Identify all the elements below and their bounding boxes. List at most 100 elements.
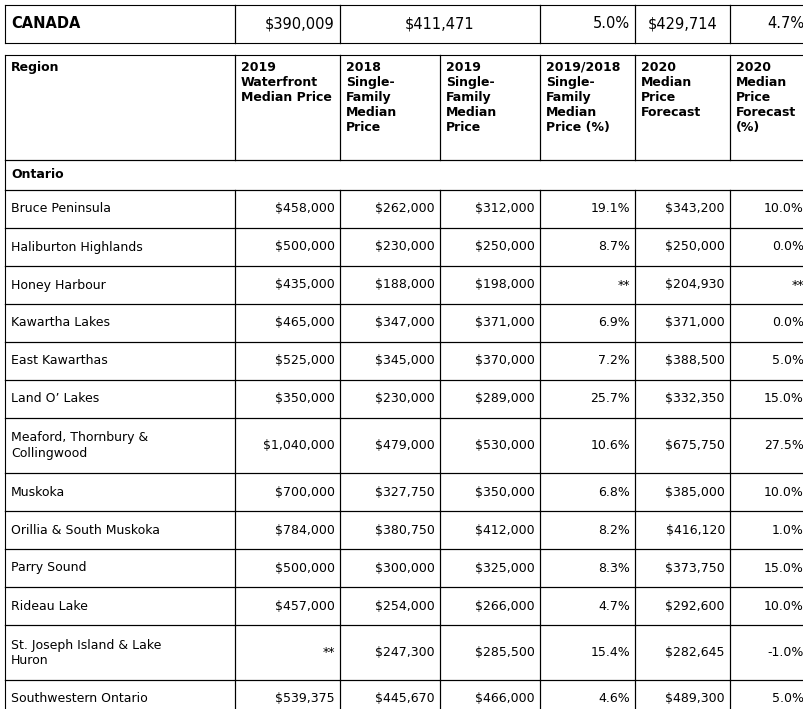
Text: 5.0%: 5.0% (771, 693, 803, 705)
Text: $385,000: $385,000 (664, 486, 724, 498)
Text: Bruce Peninsula: Bruce Peninsula (11, 203, 111, 216)
Text: $489,300: $489,300 (665, 693, 724, 705)
Text: $325,000: $325,000 (475, 562, 534, 574)
Text: 25.7%: 25.7% (589, 393, 630, 406)
Text: Ontario: Ontario (11, 169, 63, 182)
Text: **: ** (790, 279, 803, 291)
Text: 1.0%: 1.0% (771, 523, 803, 537)
Text: $350,000: $350,000 (275, 393, 335, 406)
Text: 5.0%: 5.0% (771, 354, 803, 367)
Text: $539,375: $539,375 (275, 693, 335, 705)
Text: $247,300: $247,300 (375, 646, 434, 659)
Text: **: ** (322, 646, 335, 659)
Text: Southwestern Ontario: Southwestern Ontario (11, 693, 148, 705)
Text: $373,750: $373,750 (664, 562, 724, 574)
Text: $300,000: $300,000 (375, 562, 434, 574)
Text: $370,000: $370,000 (475, 354, 534, 367)
Text: $429,714: $429,714 (647, 16, 716, 31)
Text: 10.0%: 10.0% (763, 203, 803, 216)
Text: $784,000: $784,000 (275, 523, 335, 537)
Text: $458,000: $458,000 (275, 203, 335, 216)
Text: Parry Sound: Parry Sound (11, 562, 87, 574)
Text: 2018
Single-
Family
Median
Price: 2018 Single- Family Median Price (345, 61, 397, 134)
Text: Orillia & South Muskoka: Orillia & South Muskoka (11, 523, 160, 537)
Text: CANADA: CANADA (11, 16, 80, 31)
Text: $411,471: $411,471 (405, 16, 475, 31)
Text: 8.2%: 8.2% (597, 523, 630, 537)
Text: $230,000: $230,000 (375, 240, 434, 254)
Text: $412,000: $412,000 (475, 523, 534, 537)
Text: $525,000: $525,000 (275, 354, 335, 367)
Text: $312,000: $312,000 (475, 203, 534, 216)
Text: Haliburton Highlands: Haliburton Highlands (11, 240, 143, 254)
Text: -1.0%: -1.0% (767, 646, 803, 659)
Text: Muskoka: Muskoka (11, 486, 65, 498)
Text: 2020
Median
Price
Forecast
(%): 2020 Median Price Forecast (%) (735, 61, 795, 134)
Text: 2019/2018
Single-
Family
Median
Price (%): 2019/2018 Single- Family Median Price (%… (545, 61, 620, 134)
Text: 8.3%: 8.3% (597, 562, 630, 574)
Text: $254,000: $254,000 (375, 600, 434, 613)
Text: 10.0%: 10.0% (763, 600, 803, 613)
Text: $700,000: $700,000 (275, 486, 335, 498)
Text: Rideau Lake: Rideau Lake (11, 600, 88, 613)
Text: Honey Harbour: Honey Harbour (11, 279, 106, 291)
Text: $345,000: $345,000 (375, 354, 434, 367)
Text: 10.6%: 10.6% (589, 439, 630, 452)
Text: $479,000: $479,000 (375, 439, 434, 452)
Text: $250,000: $250,000 (664, 240, 724, 254)
Text: $371,000: $371,000 (664, 316, 724, 330)
Text: 2019
Waterfront
Median Price: 2019 Waterfront Median Price (241, 61, 332, 104)
Text: 8.7%: 8.7% (597, 240, 630, 254)
Text: $204,930: $204,930 (665, 279, 724, 291)
Text: 6.9%: 6.9% (597, 316, 630, 330)
Text: 15.0%: 15.0% (763, 393, 803, 406)
Text: 2020
Median
Price
Forecast: 2020 Median Price Forecast (640, 61, 700, 119)
Text: 0.0%: 0.0% (771, 240, 803, 254)
Text: $380,750: $380,750 (375, 523, 434, 537)
Text: 4.7%: 4.7% (766, 16, 803, 31)
Text: 7.2%: 7.2% (597, 354, 630, 367)
Text: $350,000: $350,000 (475, 486, 534, 498)
Text: $285,500: $285,500 (475, 646, 534, 659)
Text: Land O’ Lakes: Land O’ Lakes (11, 393, 99, 406)
Text: $465,000: $465,000 (275, 316, 335, 330)
Text: $388,500: $388,500 (664, 354, 724, 367)
Text: Kawartha Lakes: Kawartha Lakes (11, 316, 110, 330)
Text: $675,750: $675,750 (664, 439, 724, 452)
Text: East Kawarthas: East Kawarthas (11, 354, 108, 367)
Text: 10.0%: 10.0% (763, 486, 803, 498)
Text: $332,350: $332,350 (665, 393, 724, 406)
Text: $347,000: $347,000 (375, 316, 434, 330)
Text: 27.5%: 27.5% (763, 439, 803, 452)
Text: $390,009: $390,009 (265, 16, 335, 31)
Text: 2019
Single-
Family
Median
Price: 2019 Single- Family Median Price (446, 61, 496, 134)
Text: 6.8%: 6.8% (597, 486, 630, 498)
Text: $435,000: $435,000 (275, 279, 335, 291)
Text: $1,040,000: $1,040,000 (263, 439, 335, 452)
Text: 15.0%: 15.0% (763, 562, 803, 574)
Text: $371,000: $371,000 (475, 316, 534, 330)
Text: $416,120: $416,120 (665, 523, 724, 537)
Text: Meaford, Thornbury &
Collingwood: Meaford, Thornbury & Collingwood (11, 432, 148, 459)
Text: $466,000: $466,000 (475, 693, 534, 705)
Text: $457,000: $457,000 (275, 600, 335, 613)
Text: 0.0%: 0.0% (771, 316, 803, 330)
Text: 4.6%: 4.6% (597, 693, 630, 705)
Text: 19.1%: 19.1% (589, 203, 630, 216)
Text: St. Joseph Island & Lake
Huron: St. Joseph Island & Lake Huron (11, 639, 161, 666)
Text: 5.0%: 5.0% (592, 16, 630, 31)
Text: $188,000: $188,000 (375, 279, 434, 291)
Text: $250,000: $250,000 (475, 240, 534, 254)
Text: $500,000: $500,000 (275, 562, 335, 574)
Text: $500,000: $500,000 (275, 240, 335, 254)
Text: **: ** (617, 279, 630, 291)
Text: Region: Region (11, 61, 59, 74)
Text: $230,000: $230,000 (375, 393, 434, 406)
Text: $530,000: $530,000 (475, 439, 534, 452)
Text: $292,600: $292,600 (665, 600, 724, 613)
Text: 4.7%: 4.7% (597, 600, 630, 613)
Text: $262,000: $262,000 (375, 203, 434, 216)
Text: $445,670: $445,670 (375, 693, 434, 705)
Text: $282,645: $282,645 (665, 646, 724, 659)
Text: $343,200: $343,200 (665, 203, 724, 216)
